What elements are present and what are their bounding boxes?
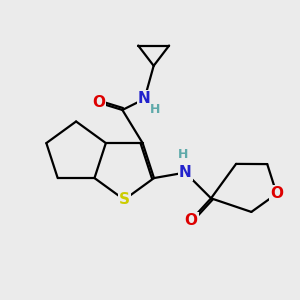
Text: H: H bbox=[150, 103, 161, 116]
Text: O: O bbox=[270, 186, 283, 201]
Text: N: N bbox=[179, 165, 192, 180]
Text: O: O bbox=[184, 213, 197, 228]
Text: O: O bbox=[92, 95, 105, 110]
Text: H: H bbox=[178, 148, 189, 161]
Text: S: S bbox=[119, 192, 130, 207]
Text: N: N bbox=[138, 92, 151, 106]
